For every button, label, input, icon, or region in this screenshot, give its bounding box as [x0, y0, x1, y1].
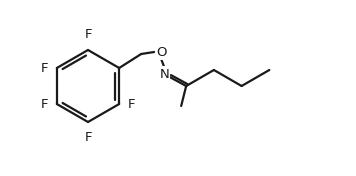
Text: F: F — [128, 98, 136, 111]
Text: N: N — [159, 68, 169, 80]
Text: O: O — [156, 46, 166, 58]
Text: F: F — [84, 131, 92, 144]
Text: F: F — [40, 98, 48, 111]
Text: F: F — [84, 28, 92, 41]
Text: F: F — [40, 61, 48, 74]
